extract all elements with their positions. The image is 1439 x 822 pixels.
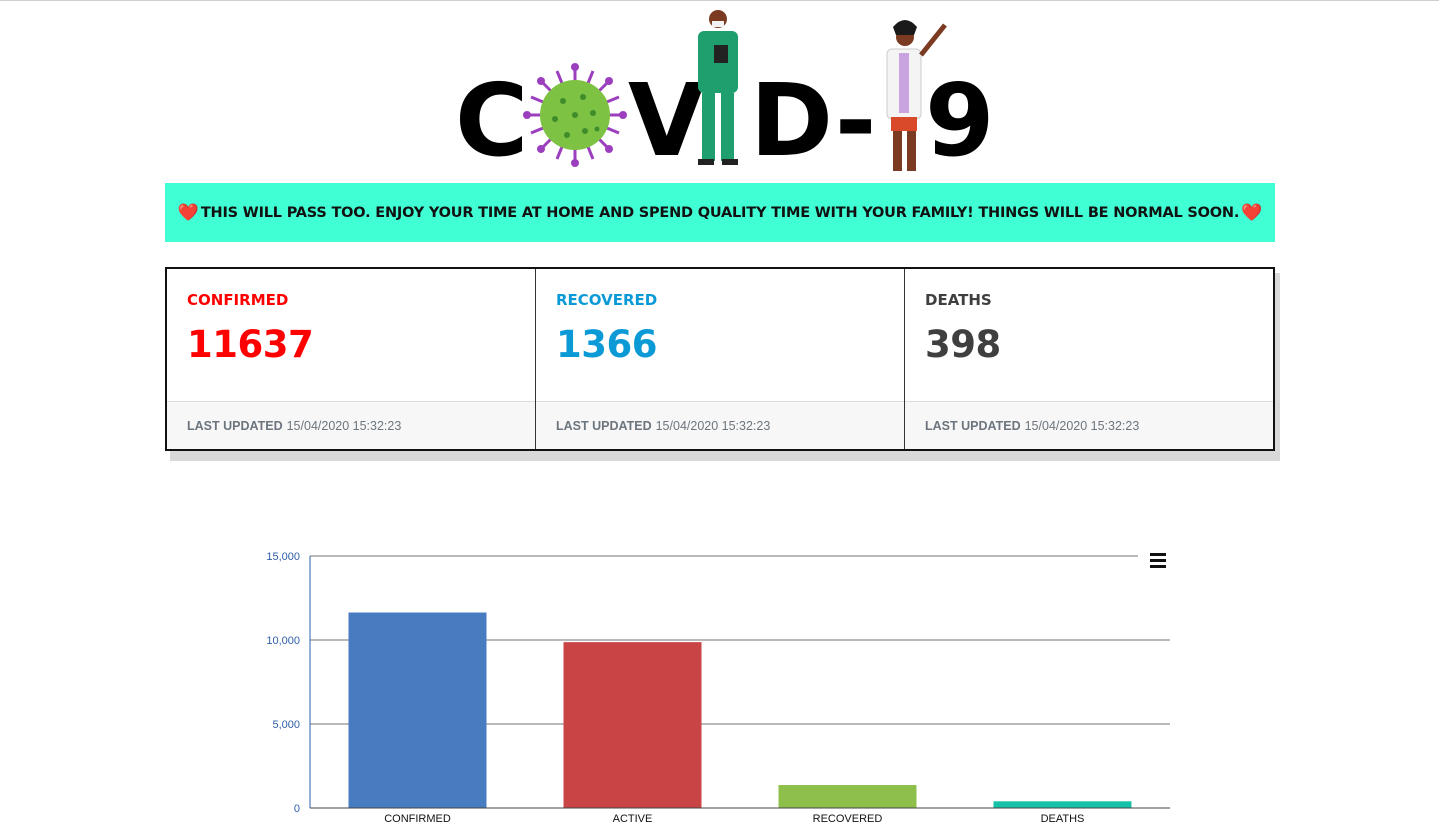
bar-active [563,642,702,808]
heart-icon: ❤️ [177,202,199,223]
x-tick-label: DEATHS [1041,813,1085,822]
last-updated-time: 15/04/2020 15:32:23 [1024,418,1140,433]
card-value: 1366 [556,323,657,366]
x-tick-label: CONFIRMED [384,813,451,822]
bar-deaths [993,801,1132,808]
card-value: 398 [925,323,1001,366]
bar-confirmed [348,612,487,808]
card-title: CONFIRMED [187,291,289,309]
y-tick-label: 10,000 [266,635,300,647]
card-value: 11637 [187,323,314,366]
card-recovered: RECOVERED 1366 LAST UPDATED 15/04/2020 1… [536,269,905,449]
svg-text:D-: D- [750,62,876,177]
x-tick-label: ACTIVE [613,813,653,822]
hamburger-menu-icon[interactable] [1150,553,1166,569]
heart-icon: ❤️ [1241,202,1263,223]
card-footer: LAST UPDATED 15/04/2020 15:32:23 [905,401,1273,449]
y-tick-label: 5,000 [272,719,300,731]
x-tick-label: RECOVERED [813,813,883,822]
last-updated-label: LAST UPDATED [187,418,283,433]
card-confirmed: CONFIRMED 11637 LAST UPDATED 15/04/2020 … [167,269,536,449]
card-footer: LAST UPDATED 15/04/2020 15:32:23 [536,401,904,449]
last-updated-time: 15/04/2020 15:32:23 [286,418,402,433]
card-title: RECOVERED [556,291,658,309]
card-footer: LAST UPDATED 15/04/2020 15:32:23 [167,401,535,449]
svg-text:V: V [628,62,705,177]
chart-canvas: 0 5,000 10,000 15,000 CONFIRMED ACTIVE RECOVER… [266,551,1170,822]
svg-text:C: C [455,62,528,177]
covid-19-logo: C V [440,5,1000,179]
card-title: DEATHS [925,291,992,309]
banner-message: THIS WILL PASS TOO. ENJOY YOUR TIME AT H… [200,204,1240,221]
card-deaths: DEATHS 398 LAST UPDATED 15/04/2020 15:32… [905,269,1273,449]
banner: ❤️ THIS WILL PASS TOO. ENJOY YOUR TIME A… [165,183,1275,242]
bar-chart: 0 5,000 10,000 15,000 CONFIRMED ACTIVE RECOVER… [240,541,1200,822]
y-tick-label: 15,000 [266,551,300,563]
last-updated-label: LAST UPDATED [925,418,1021,433]
bar-recovered [778,785,917,808]
stats-cards: CONFIRMED 11637 LAST UPDATED 15/04/2020 … [165,267,1275,451]
y-tick-label: 0 [294,803,300,815]
svg-text:9: 9 [925,62,995,177]
last-updated-time: 15/04/2020 15:32:23 [655,418,771,433]
logo-illustration: C V [455,10,995,179]
last-updated-label: LAST UPDATED [556,418,652,433]
